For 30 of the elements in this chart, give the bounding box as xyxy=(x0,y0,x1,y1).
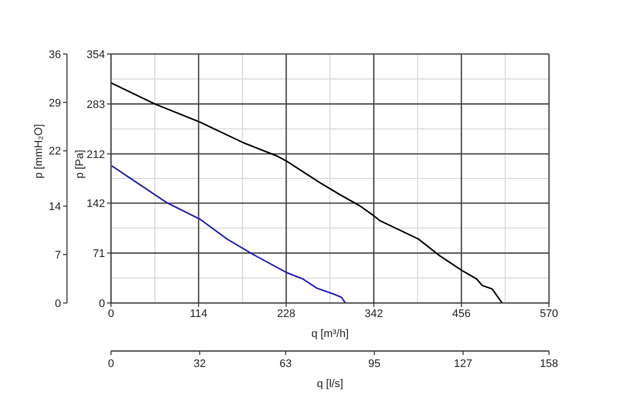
line-series xyxy=(111,165,346,303)
x-tick-label: 570 xyxy=(540,308,558,320)
y2-tick-label: 7 xyxy=(54,249,61,262)
y-tick-label: 0 xyxy=(98,298,105,310)
y-tick-label: 142 xyxy=(86,198,105,210)
y2-tick-label: 0 xyxy=(54,298,61,310)
x-tick-label: 114 xyxy=(190,308,208,320)
x2-tick-label: 158 xyxy=(540,358,558,370)
y-tick-label: 354 xyxy=(86,48,105,61)
y2-tick-label: 29 xyxy=(48,97,61,110)
y-tick-label: 71 xyxy=(92,248,105,260)
x2-axis-title: q [l/s] xyxy=(316,378,344,390)
x-tick-label: 0 xyxy=(108,308,114,320)
y-tick-label: 212 xyxy=(86,148,105,161)
x2-tick-label: 127 xyxy=(454,358,472,370)
y2-tick-label: 22 xyxy=(48,146,61,158)
x-tick-label: 342 xyxy=(364,308,383,320)
y-tick-label: 283 xyxy=(86,98,105,111)
x-tick-label: 456 xyxy=(452,308,471,320)
y2-axis-title: p [mmH₂O] xyxy=(32,124,45,178)
x2-tick-label: 0 xyxy=(108,358,114,370)
x-axis-title: q [m³/h] xyxy=(311,328,349,340)
line-series xyxy=(111,82,503,303)
x2-tick-label: 32 xyxy=(194,358,206,370)
y2-tick-label: 14 xyxy=(48,201,61,214)
y2-tick-label: 36 xyxy=(48,48,61,61)
x2-tick-label: 63 xyxy=(280,358,292,370)
x-tick-label: 228 xyxy=(277,308,296,320)
x2-tick-label: 95 xyxy=(368,358,380,370)
y-axis-title: p [Pa] xyxy=(74,150,86,178)
